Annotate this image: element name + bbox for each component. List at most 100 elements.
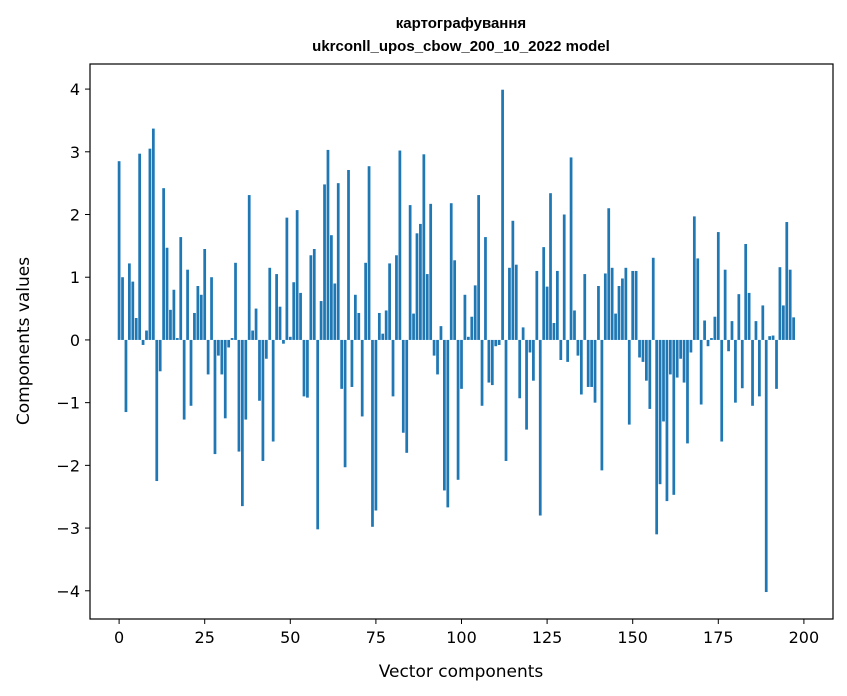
bar xyxy=(621,278,624,340)
x-tick-label: 150 xyxy=(617,628,648,647)
bar xyxy=(261,339,265,461)
bar xyxy=(730,321,734,340)
bar xyxy=(258,339,261,401)
bar xyxy=(600,339,604,471)
bar xyxy=(398,150,402,340)
bar xyxy=(230,338,234,340)
bar xyxy=(292,282,296,340)
bar xyxy=(511,220,515,340)
bar xyxy=(336,183,340,340)
bar xyxy=(295,210,299,340)
y-axis-label: Components values xyxy=(14,257,34,425)
bar xyxy=(566,339,570,362)
bar xyxy=(778,267,782,340)
bar xyxy=(227,339,231,348)
bar xyxy=(350,339,354,387)
bar xyxy=(285,217,289,340)
bar xyxy=(436,339,439,375)
bar xyxy=(340,339,344,389)
bar xyxy=(706,339,710,347)
bar xyxy=(532,339,535,381)
y-tick-label: −3 xyxy=(56,519,80,538)
bar xyxy=(508,267,511,340)
bar xyxy=(309,255,313,340)
bar xyxy=(299,292,302,340)
bar xyxy=(456,339,460,480)
bar xyxy=(545,286,549,340)
bar xyxy=(419,223,422,340)
bar xyxy=(713,316,717,340)
bar xyxy=(638,339,641,358)
bar xyxy=(686,339,689,444)
bar xyxy=(271,339,275,442)
bar xyxy=(744,243,748,340)
bar xyxy=(542,247,546,340)
bar xyxy=(357,312,361,340)
y-tick-label: −4 xyxy=(56,582,80,601)
bar xyxy=(494,339,498,347)
bar xyxy=(754,321,758,340)
bar xyxy=(703,320,706,340)
bar xyxy=(162,188,165,340)
bar xyxy=(501,89,504,340)
bar xyxy=(449,203,453,340)
y-tick-label: 2 xyxy=(70,206,80,225)
bar xyxy=(614,313,617,340)
bar xyxy=(138,153,142,340)
bar xyxy=(607,208,611,340)
bar xyxy=(579,339,583,395)
bar xyxy=(672,339,676,495)
bar xyxy=(182,339,186,420)
bar xyxy=(141,339,145,345)
bar xyxy=(196,286,200,340)
bar xyxy=(254,308,258,340)
y-tick-label: 0 xyxy=(70,331,80,350)
bar xyxy=(648,339,652,409)
bar xyxy=(186,269,189,340)
bar xyxy=(631,270,635,340)
bar xyxy=(696,258,700,340)
bar xyxy=(333,283,337,340)
bar xyxy=(497,339,501,345)
bar xyxy=(223,339,227,419)
bar xyxy=(559,339,563,360)
bar xyxy=(117,161,121,340)
bar xyxy=(723,269,727,340)
bar xyxy=(781,305,785,340)
bar xyxy=(175,338,179,340)
bar xyxy=(662,339,665,422)
bar xyxy=(210,277,213,340)
bar xyxy=(490,339,494,386)
bar xyxy=(734,339,737,403)
bar xyxy=(538,339,542,516)
bar xyxy=(371,339,374,527)
x-tick-label: 75 xyxy=(366,628,386,647)
bar xyxy=(470,316,474,340)
bar xyxy=(556,270,559,340)
bar xyxy=(425,274,429,340)
bar xyxy=(788,269,792,340)
bar xyxy=(716,232,720,340)
bar xyxy=(193,312,196,340)
bar xyxy=(319,301,323,340)
bar xyxy=(244,339,248,420)
bar xyxy=(374,339,378,511)
bar xyxy=(768,336,772,340)
bar xyxy=(343,339,347,468)
bar xyxy=(689,339,693,353)
bar xyxy=(487,339,491,383)
bar xyxy=(504,339,508,461)
bar xyxy=(792,317,795,340)
bar xyxy=(463,294,467,340)
bar xyxy=(514,264,518,340)
bar xyxy=(443,339,446,491)
bar xyxy=(189,339,193,406)
bar xyxy=(675,339,679,378)
bar xyxy=(213,339,217,455)
bar xyxy=(288,336,292,340)
bar xyxy=(603,273,607,340)
bar xyxy=(658,339,662,485)
bar xyxy=(264,339,268,359)
bar xyxy=(330,235,333,340)
bar xyxy=(665,339,669,502)
